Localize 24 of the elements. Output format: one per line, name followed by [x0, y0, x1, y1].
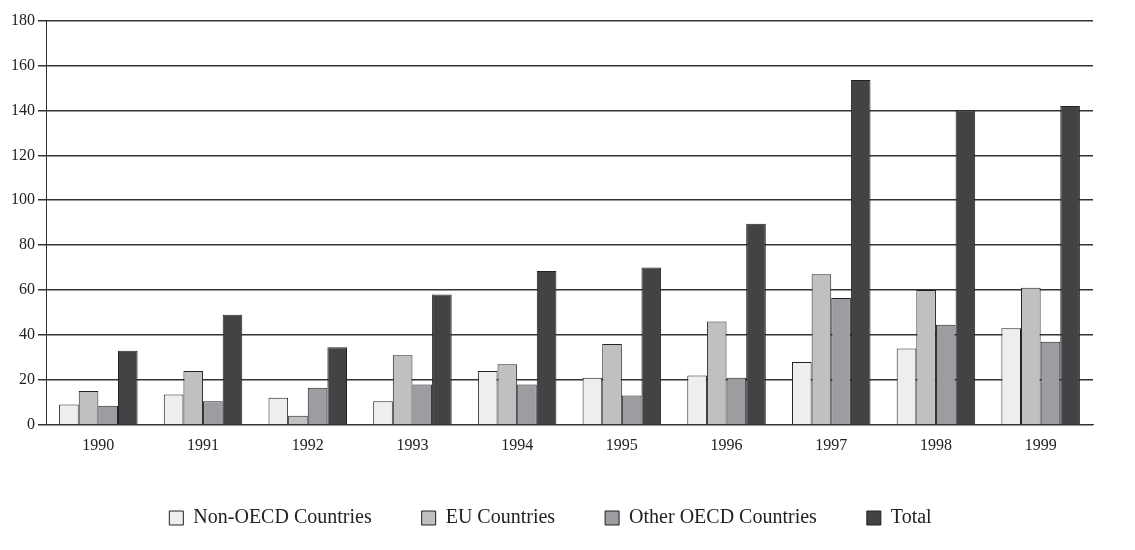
legend-label: Other OECD Countries	[629, 505, 818, 528]
x-tick-label: 1996	[710, 435, 743, 453]
x-tick-label: 1990	[82, 435, 115, 453]
y-tick-label: 40	[19, 325, 35, 343]
x-tick-label: 1992	[291, 435, 324, 453]
x-tick-label: 1991	[187, 435, 220, 453]
x-tick-label: 1997	[815, 435, 848, 453]
legend-label: Total	[890, 505, 933, 528]
y-tick-label: 60	[19, 280, 35, 298]
x-tick-label: 1999	[1024, 435, 1057, 453]
y-tick-label: 80	[19, 235, 35, 253]
x-tick-label: 1994	[501, 435, 534, 453]
y-tick-label: 140	[11, 100, 35, 118]
y-tick-label: 20	[19, 370, 35, 388]
y-tick-label: 120	[11, 145, 35, 163]
legend-label: EU Countries	[445, 505, 556, 528]
y-tick-label: 0	[27, 415, 35, 432]
x-tick-label: 1995	[605, 435, 638, 453]
legend-label: Non-OECD Countries	[193, 505, 372, 528]
y-tick-label: 100	[11, 190, 35, 208]
x-tick-label: 1998	[919, 435, 952, 453]
y-tick-label: 180	[11, 10, 35, 28]
y-tick-label: 160	[11, 55, 35, 73]
x-tick-label: 1993	[396, 435, 429, 453]
